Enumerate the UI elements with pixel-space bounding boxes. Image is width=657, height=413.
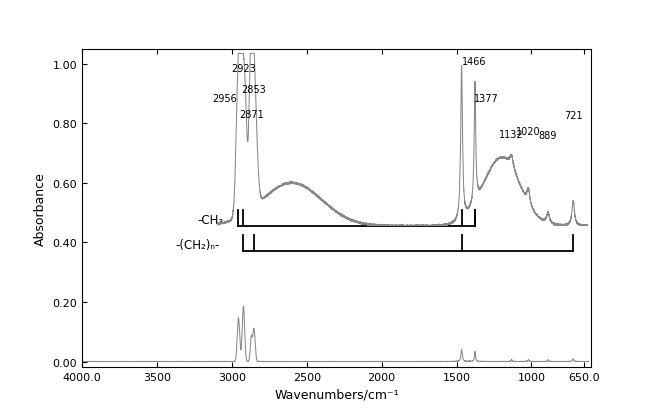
- Text: 2853: 2853: [242, 85, 266, 95]
- Text: 2923: 2923: [231, 64, 256, 74]
- Text: -(CH₂)ₙ-: -(CH₂)ₙ-: [175, 239, 219, 252]
- X-axis label: Wavenumbers/cm⁻¹: Wavenumbers/cm⁻¹: [275, 388, 399, 401]
- Text: 1132: 1132: [499, 130, 524, 140]
- Text: 1020: 1020: [516, 126, 541, 136]
- Text: 2871: 2871: [239, 109, 263, 119]
- Text: -CH₃: -CH₃: [197, 214, 223, 226]
- Text: 721: 721: [564, 110, 583, 120]
- Text: 2956: 2956: [212, 94, 237, 104]
- Text: 1466: 1466: [463, 57, 487, 66]
- Text: 1377: 1377: [474, 93, 499, 103]
- Y-axis label: Absorbance: Absorbance: [34, 172, 47, 245]
- Text: 889: 889: [539, 131, 557, 141]
